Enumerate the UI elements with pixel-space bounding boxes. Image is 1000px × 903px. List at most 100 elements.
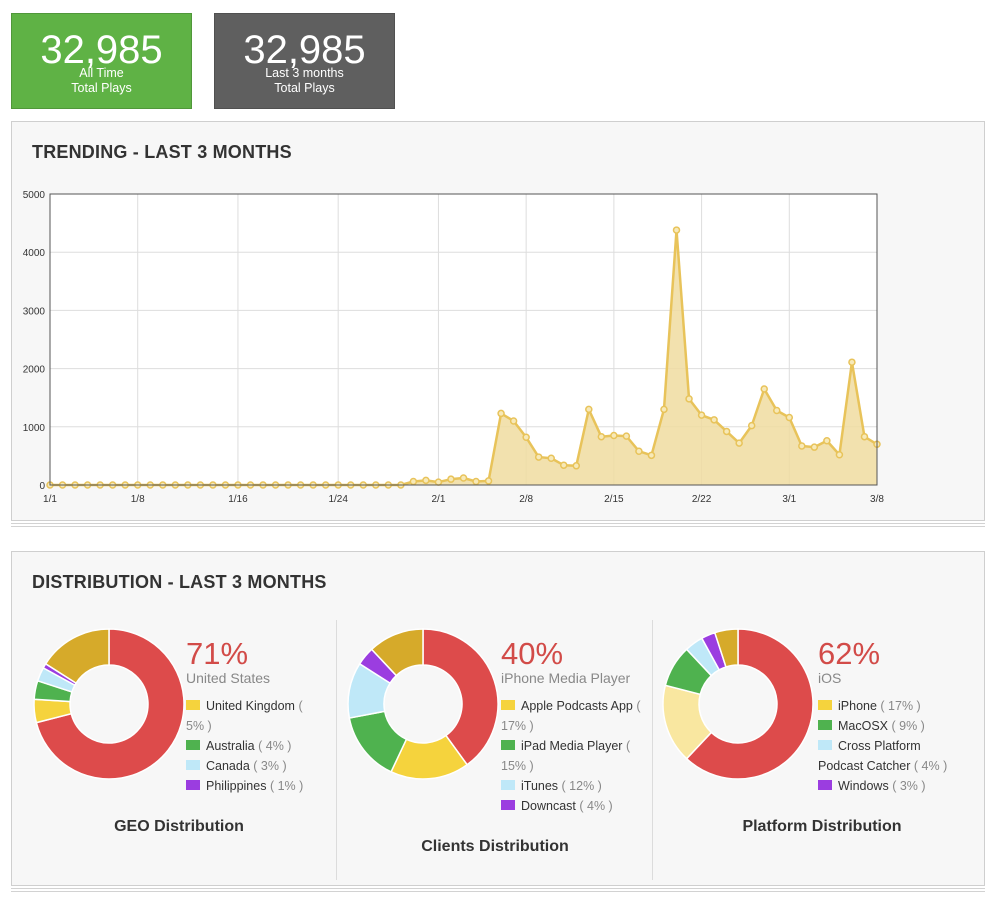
legend-label: MacOSX <box>838 719 889 733</box>
platform-top-percent: 62% <box>818 636 881 671</box>
clients-top-label: iPhone Media Player <box>501 670 631 686</box>
distribution-panel: DISTRIBUTION - LAST 3 MONTHS 71% United … <box>11 551 985 886</box>
geo-legend-item: United Kingdom ( 5% ) <box>186 696 321 736</box>
y-tick-label: 5000 <box>23 190 46 201</box>
stat-last-3-months-sublabel: Total Plays <box>274 81 335 95</box>
trend-point <box>785 413 794 422</box>
platform-legend-item: MacOSX ( 9% ) <box>818 716 968 736</box>
legend-label: Downcast <box>521 799 576 813</box>
legend-swatch <box>501 800 515 810</box>
trend-point <box>585 405 593 414</box>
trend-point <box>597 432 606 441</box>
trending-chart: 0 1000 2000 3000 4000 5000 1/1 1/8 1/16 1/24 2/1 2/… <box>23 190 885 505</box>
legend-percent: ( 17% ) <box>501 699 641 733</box>
x-tick-label: 3/8 <box>870 494 884 505</box>
trend-point <box>860 432 869 441</box>
trend-plot: 0 1000 2000 3000 4000 5000 1/1 1/8 1/16 1/24 2/1 2/… <box>23 190 885 505</box>
legend-label: Canada <box>206 759 250 773</box>
legend-swatch <box>818 700 832 710</box>
legend-percent: ( 4% ) <box>913 759 948 773</box>
trend-point <box>635 447 643 455</box>
x-tick-label: 1/24 <box>328 494 348 505</box>
clients-top-percent: 40% <box>501 636 564 671</box>
x-tick-label: 3/1 <box>782 494 796 505</box>
legend-swatch <box>501 740 515 750</box>
geo-legend: United Kingdom ( 5% ) Australia ( 4% ) C… <box>186 696 321 796</box>
trend-point <box>798 442 806 450</box>
plot-border <box>49 193 878 486</box>
clients-legend-item: iTunes ( 12% ) <box>501 776 646 796</box>
clients-legend: Apple Podcasts App ( 17% ) iPad Media Pl… <box>501 696 646 816</box>
trend-point <box>559 461 568 469</box>
geo-legend-item: Canada ( 3% ) <box>186 756 321 776</box>
legend-label: United Kingdom <box>206 699 295 713</box>
donut-slice <box>44 628 110 685</box>
stat-last-3-months-value: 32,985 <box>243 28 366 72</box>
trend-point <box>434 478 443 486</box>
legend-label: Apple Podcasts App <box>521 699 633 713</box>
trend-point <box>735 439 743 447</box>
legend-swatch <box>186 700 200 710</box>
donut-slice <box>422 628 499 766</box>
platform-legend-item: iPhone ( 17% ) <box>818 696 968 716</box>
clients-legend-item: iPad Media Player ( 15% ) <box>501 736 646 776</box>
legend-percent: ( 3% ) <box>892 779 926 793</box>
clients-legend-item: Downcast ( 4% ) <box>501 796 646 816</box>
trend-point <box>547 454 555 462</box>
platform-legend-item: Cross Platform Podcast Catcher ( 4% ) <box>818 736 968 776</box>
clients-distribution: 40% iPhone Media Player Apple Podcasts A… <box>337 552 652 887</box>
stat-all-time: 32,985 All Time Total Plays <box>11 13 192 109</box>
stat-all-time-label: All Time <box>79 66 124 80</box>
legend-percent: ( 15% ) <box>501 739 631 773</box>
trend-point <box>459 474 468 482</box>
platform-distribution: 62% iOS iPhone ( 17% ) MacOSX ( 9% ) Cro… <box>653 552 983 887</box>
y-tick-label: 0 <box>39 481 45 492</box>
donut-slice <box>685 628 814 780</box>
trend-point <box>848 358 856 366</box>
legend-percent: ( 12% ) <box>561 779 602 793</box>
trend-point <box>823 437 831 445</box>
x-tick-label: 1/1 <box>43 494 57 505</box>
trend-point <box>622 432 631 440</box>
geo-top-label: United States <box>186 670 271 686</box>
trend-point <box>647 451 656 460</box>
legend-label: iPhone <box>838 699 877 713</box>
legend-percent: ( 9% ) <box>891 719 925 733</box>
legend-label: Cross Platform Podcast Catcher <box>818 739 921 773</box>
legend-swatch <box>186 780 200 790</box>
trending-title: TRENDING - LAST 3 MONTHS <box>32 142 292 162</box>
geo-distribution-title: GEO Distribution <box>114 818 244 835</box>
geo-top-percent: 71% <box>186 636 249 671</box>
y-tick-label: 2000 <box>23 365 46 376</box>
clients-distribution-title: Clients Distribution <box>421 838 569 855</box>
x-tick-label: 1/16 <box>228 494 248 505</box>
platform-top-label: iOS <box>818 670 842 686</box>
trend-point <box>672 226 681 234</box>
geo-legend-item: Philippines ( 1% ) <box>186 776 321 796</box>
trend-point <box>534 453 543 461</box>
trending-panel: TRENDING - LAST 3 MONTHS 0 1000 2000 3000 40… <box>11 121 985 521</box>
donut-slice <box>370 628 424 677</box>
trend-point <box>810 443 819 451</box>
legend-percent: ( 17% ) <box>880 699 921 713</box>
legend-swatch <box>186 760 200 770</box>
legend-label: iTunes <box>521 779 559 793</box>
x-tick-label: 2/1 <box>431 494 445 505</box>
trend-point <box>497 409 505 418</box>
trend-point <box>685 395 693 403</box>
trend-point <box>572 462 581 470</box>
platform-distribution-title: Platform Distribution <box>742 818 902 835</box>
trend-point <box>447 475 455 483</box>
y-tick-label: 1000 <box>23 423 46 434</box>
x-tick-label: 2/8 <box>519 494 533 505</box>
trend-point <box>773 406 781 415</box>
legend-percent: ( 5% ) <box>186 699 303 733</box>
trend-point <box>522 433 530 442</box>
trend-area <box>50 230 877 485</box>
x-tick-label: 2/15 <box>604 494 624 505</box>
plot-area <box>50 194 877 485</box>
distribution-title: DISTRIBUTION - LAST 3 MONTHS <box>32 572 327 592</box>
legend-percent: ( 1% ) <box>269 779 304 793</box>
trend-point <box>509 417 518 425</box>
legend-label: Windows <box>838 779 889 793</box>
